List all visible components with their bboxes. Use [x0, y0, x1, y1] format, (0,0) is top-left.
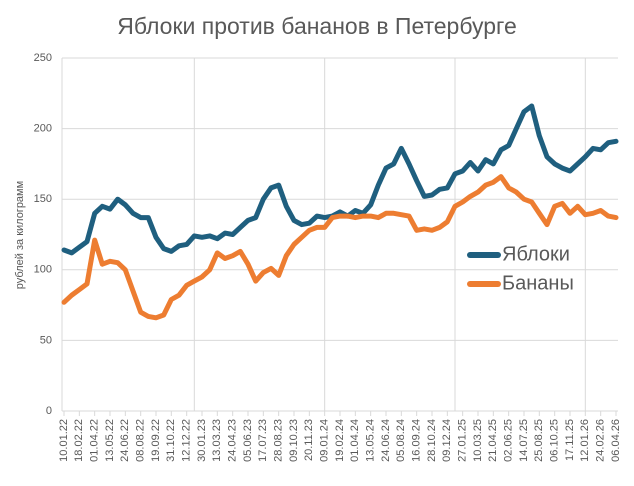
x-tick-label: 02.06.25	[503, 419, 515, 462]
y-axis-label: рублей за килограмм	[14, 181, 26, 289]
x-tick-label: 12.12.22	[181, 419, 193, 462]
x-tick-label: 27.01.25	[457, 419, 469, 462]
y-tick-label: 0	[46, 405, 52, 417]
x-tick-label: 28.08.23	[273, 419, 285, 462]
x-tick-label: 24.04.23	[227, 419, 239, 462]
x-tick-label: 05.08.24	[395, 419, 407, 462]
x-tick-label: 25.08.25	[533, 419, 545, 462]
x-tick-label: 13.03.23	[211, 419, 223, 462]
x-tick-label: 10.03.25	[472, 419, 484, 462]
y-tick-label: 50	[40, 334, 52, 346]
x-tick-label: 24.02.26	[595, 419, 607, 462]
y-tick-label: 200	[34, 123, 52, 135]
x-tick-label: 08.08.22	[135, 419, 147, 462]
x-tick-label: 31.10.22	[165, 419, 177, 462]
x-tick-label: 12.01.26	[579, 419, 591, 462]
legend-label: Бананы	[502, 272, 574, 294]
x-tick-label: 14.07.25	[518, 419, 530, 462]
series-line	[61, 174, 619, 321]
x-tick-label: 09.12.24	[441, 419, 453, 462]
x-tick-label: 24.06.22	[119, 419, 131, 462]
x-tick-label: 13.05.24	[365, 419, 377, 462]
x-tick-label: 01.04.22	[89, 419, 101, 462]
y-tick-label: 100	[34, 264, 52, 276]
x-tick-label: 18.02.22	[73, 419, 85, 462]
x-tick-label: 09.10.23	[288, 419, 300, 462]
x-tick-label: 16.09.24	[411, 419, 423, 462]
x-tick-label: 09.01.24	[319, 419, 331, 462]
x-tick-label: 06.10.25	[549, 419, 561, 462]
x-tick-label: 24.06.24	[380, 419, 392, 462]
x-tick-label: 28.10.24	[426, 419, 438, 462]
x-tick-label: 19.02.24	[334, 419, 346, 462]
y-tick-label: 250	[34, 52, 52, 64]
legend-label: Яблоки	[502, 243, 570, 265]
x-tick-label: 17.11.25	[564, 419, 576, 461]
x-tick-label: 20.11.23	[303, 419, 315, 461]
series-line	[61, 103, 619, 256]
x-tick-label: 01.04.24	[349, 419, 361, 462]
x-tick-label: 10.01.22	[58, 419, 70, 462]
x-tick-label: 21.04.25	[487, 419, 499, 462]
x-tick-label: 13.05.22	[104, 419, 116, 462]
x-tick-label: 06.04.26	[610, 419, 622, 462]
chart-title: Яблоки против бананов в Петербурге	[117, 13, 516, 39]
x-tick-label: 05.06.23	[242, 419, 254, 462]
x-tick-label: 17.07.23	[257, 419, 269, 462]
x-tick-label: 30.01.23	[196, 419, 208, 462]
y-tick-label: 150	[34, 193, 52, 205]
x-tick-label: 19.09.22	[150, 419, 162, 462]
